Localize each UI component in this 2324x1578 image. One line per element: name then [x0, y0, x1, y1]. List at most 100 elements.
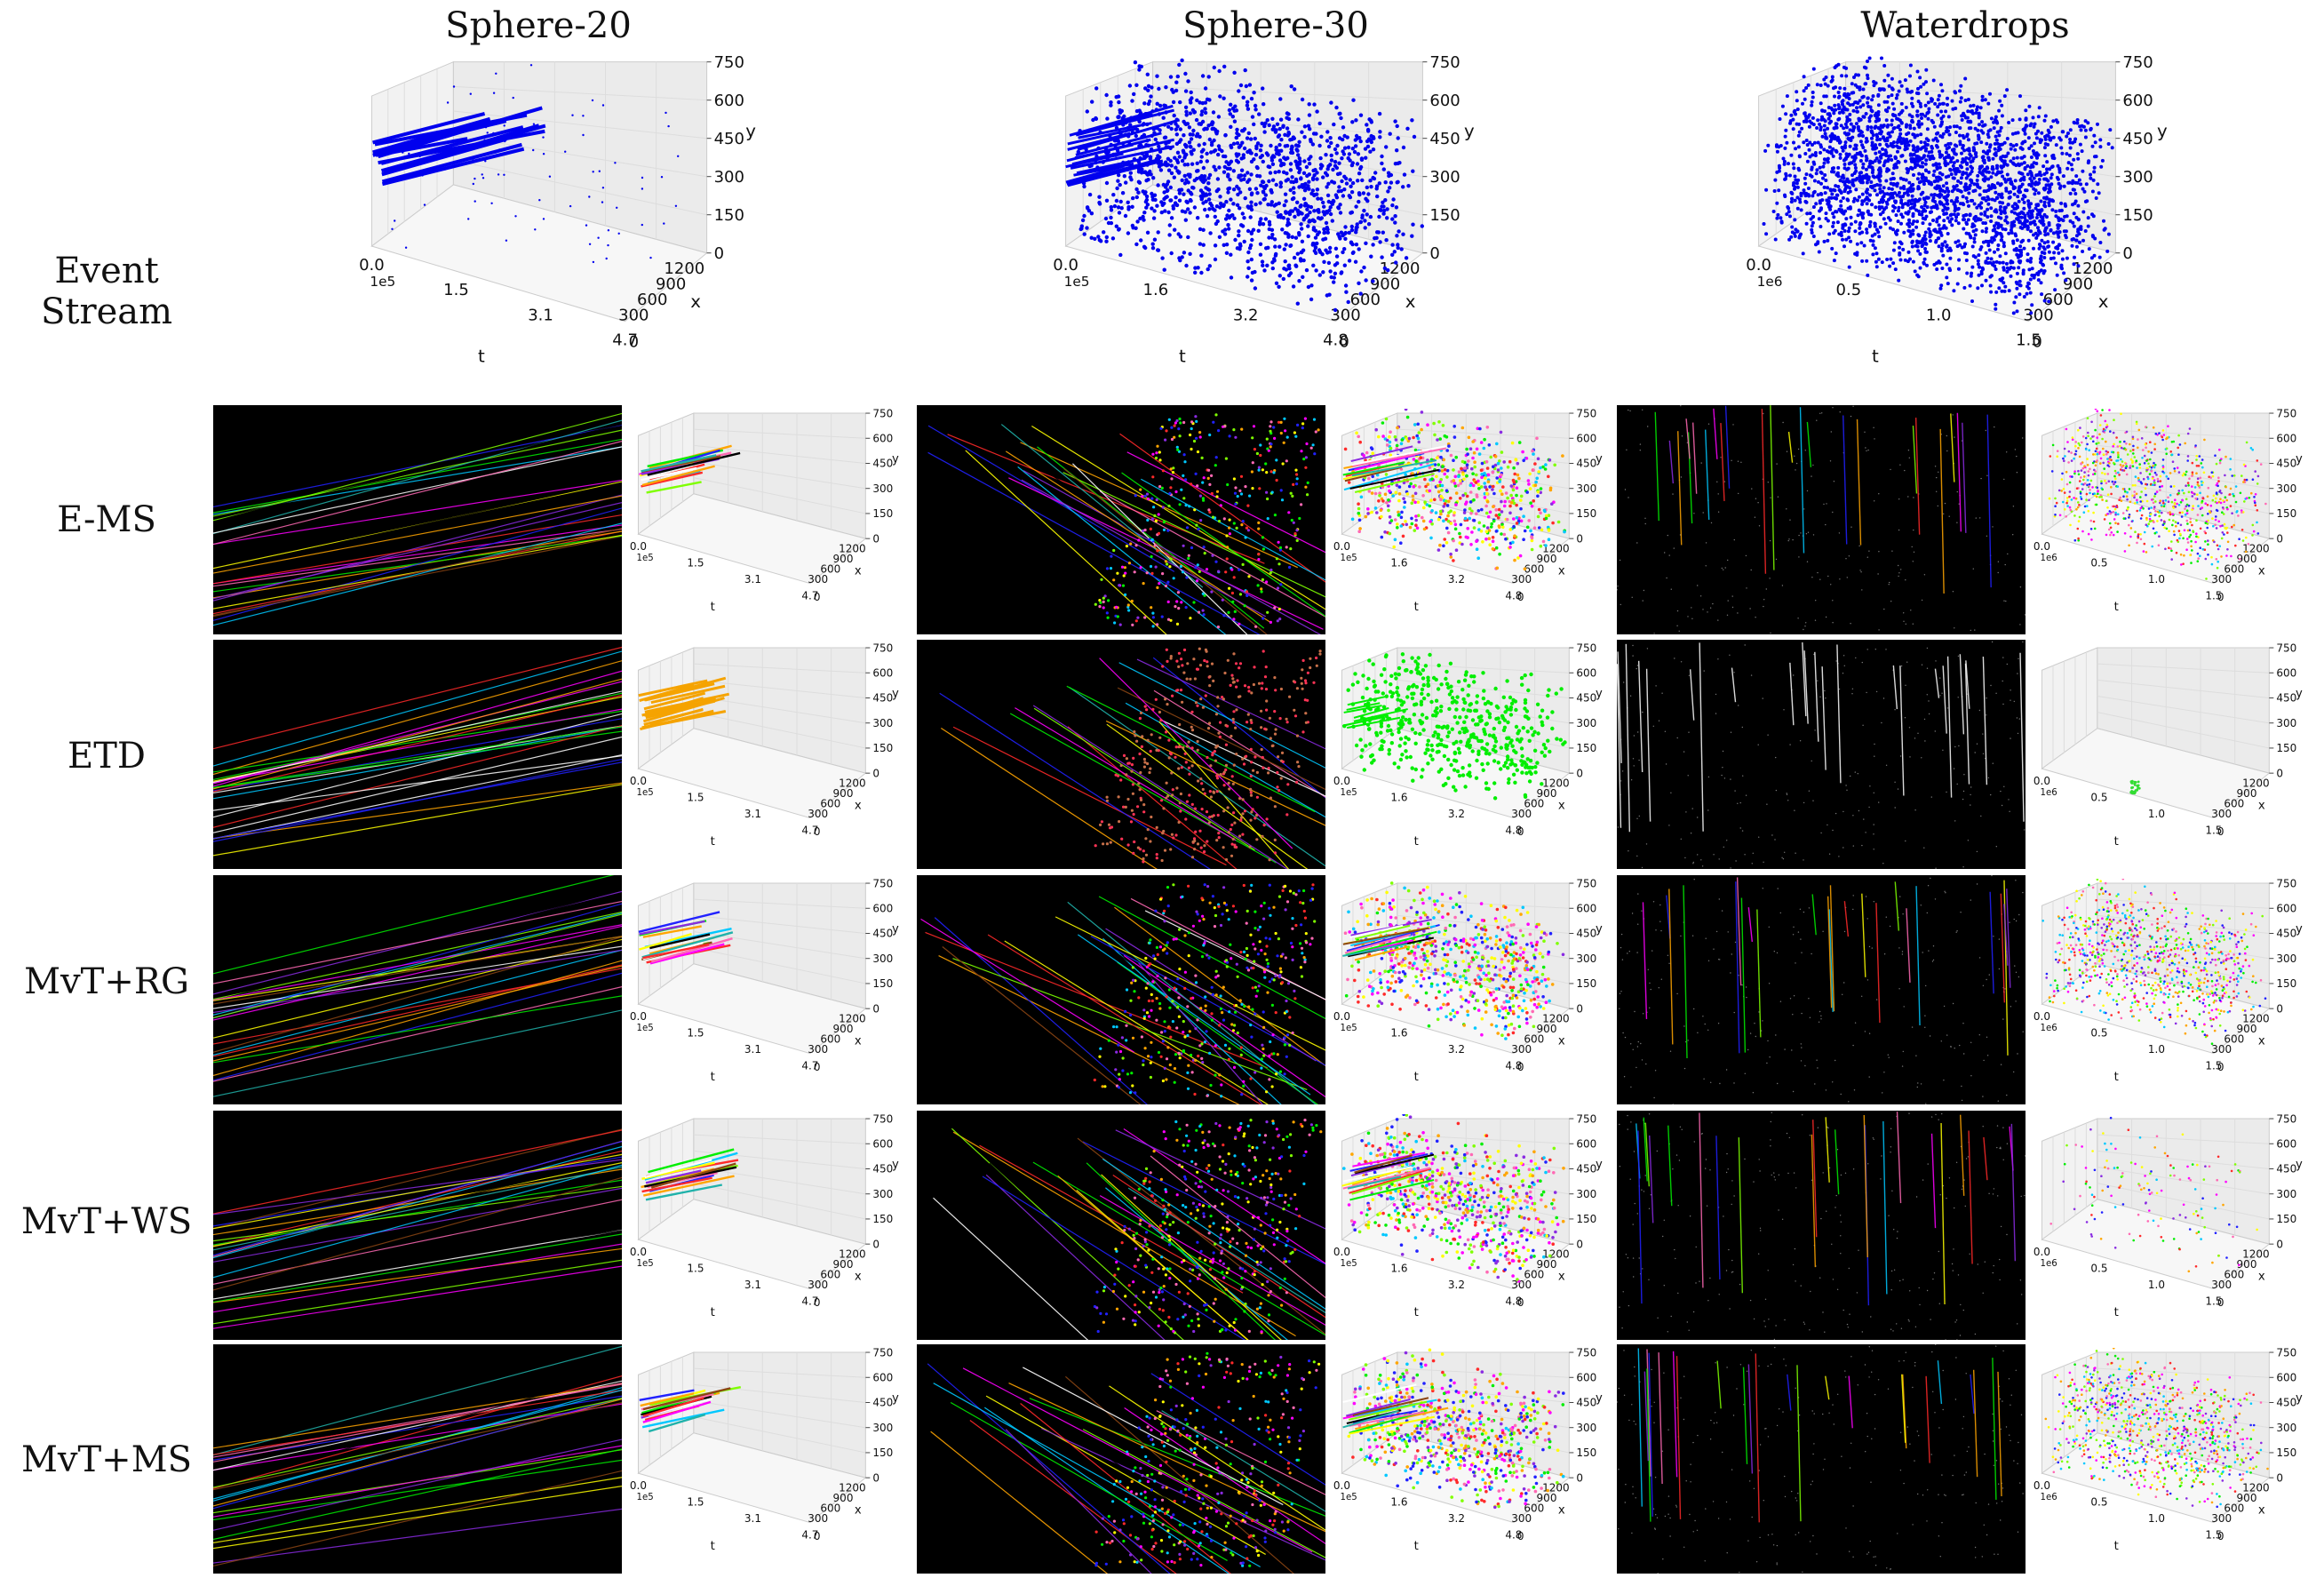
event-point — [1882, 88, 1886, 92]
tree-point — [1279, 431, 1283, 435]
event-point — [1131, 195, 1135, 201]
event-point — [2029, 257, 2034, 260]
tree-point — [1105, 567, 1110, 570]
event-point — [1817, 217, 1821, 221]
event-point — [1951, 176, 1955, 180]
event-point — [1395, 124, 1399, 129]
event-point — [1890, 187, 1894, 191]
event-point — [2039, 199, 2043, 203]
event-point — [1948, 125, 1953, 130]
tree-point — [1125, 545, 1128, 548]
event-point — [1925, 92, 1930, 96]
event-point — [1144, 205, 1149, 210]
event-point — [1296, 161, 1301, 165]
event-point — [1808, 140, 1812, 145]
segmentation-image-e-ms-sphere-20 — [213, 405, 622, 634]
event-point — [1977, 253, 1981, 258]
event-point — [1878, 142, 1882, 147]
event-point — [1895, 228, 1899, 233]
tree-point — [1266, 517, 1269, 521]
event-point — [1983, 98, 1987, 102]
event-point — [1452, 559, 1455, 562]
event-point — [1832, 111, 1836, 116]
event-point — [1897, 124, 1901, 128]
event-point — [2018, 244, 2023, 249]
tree-point — [1214, 456, 1218, 459]
event-trajectory — [1067, 159, 1164, 187]
event-point — [1870, 165, 1874, 170]
event-point — [1192, 205, 1198, 210]
event-point — [1787, 210, 1791, 214]
event-point — [1785, 140, 1789, 145]
event-point — [1519, 506, 1523, 511]
event-point — [1907, 220, 1912, 225]
tree-point — [1175, 418, 1179, 423]
event-point — [1956, 221, 1961, 226]
event-point — [1843, 143, 1847, 147]
event-point — [1822, 185, 1827, 189]
event-point — [1541, 465, 1545, 469]
trajectory-line — [213, 424, 622, 521]
event-point — [1245, 136, 1250, 140]
event-point — [1803, 111, 1807, 116]
event-point — [1992, 120, 1996, 124]
event-point — [1838, 152, 1842, 156]
event-point — [1229, 275, 1234, 280]
event-point — [1369, 254, 1373, 259]
event-point — [2003, 251, 2008, 256]
event-point — [1246, 259, 1250, 264]
event-point — [1433, 433, 1437, 437]
event-point — [1836, 165, 1841, 170]
tree-point — [1241, 520, 1245, 523]
event-point — [1811, 214, 1816, 219]
event-point — [2038, 140, 2042, 145]
event-point — [1865, 230, 1869, 235]
event-point — [1907, 218, 1911, 222]
event-point — [1832, 108, 1836, 113]
event-point — [1942, 219, 1946, 223]
event-point — [2011, 156, 2016, 161]
event-point — [1153, 137, 1158, 142]
event-point — [1910, 153, 1914, 157]
event-point — [1201, 165, 1206, 171]
event-point — [1826, 156, 1830, 161]
event-point — [1982, 196, 1986, 200]
trajectory-line — [1121, 472, 1325, 618]
tree-point — [1134, 494, 1137, 498]
event-point — [1334, 165, 1340, 171]
event-point — [1179, 187, 1184, 192]
tree-point — [1189, 433, 1192, 437]
y-tick-label: 600 — [714, 92, 744, 110]
event-point — [1955, 159, 1960, 163]
event-point — [1310, 142, 1316, 147]
event-point — [1997, 192, 2001, 196]
event-point — [2004, 187, 2009, 191]
event-point — [2000, 289, 2004, 293]
event-point — [1958, 133, 1962, 138]
event-point — [1802, 75, 1806, 79]
event-point — [1307, 179, 1311, 184]
tree-point — [1214, 464, 1217, 467]
event-point — [1877, 235, 1882, 239]
event-point — [1884, 205, 1889, 210]
event-point — [1364, 514, 1368, 519]
event-point — [394, 219, 396, 222]
tree-point — [1175, 600, 1179, 603]
event-point — [1921, 243, 1925, 247]
tree-point — [1178, 434, 1182, 438]
event-point — [1341, 194, 1346, 198]
event-point — [1902, 230, 1906, 235]
event-stream-0-axes: 0150300450600750y30060090012000x0.01.53.… — [359, 55, 756, 367]
event-point — [1924, 137, 1929, 141]
event-point — [2009, 147, 2013, 151]
event-point — [1815, 168, 1819, 172]
event-point — [1878, 225, 1882, 229]
event-point — [1876, 103, 1881, 108]
event-point — [1471, 472, 1475, 475]
event-point — [1459, 482, 1463, 485]
event-point — [1957, 170, 1962, 174]
event-point — [1159, 200, 1164, 204]
event-point — [1805, 159, 1810, 163]
event-point — [1940, 242, 1945, 246]
event-point — [1804, 221, 1809, 226]
